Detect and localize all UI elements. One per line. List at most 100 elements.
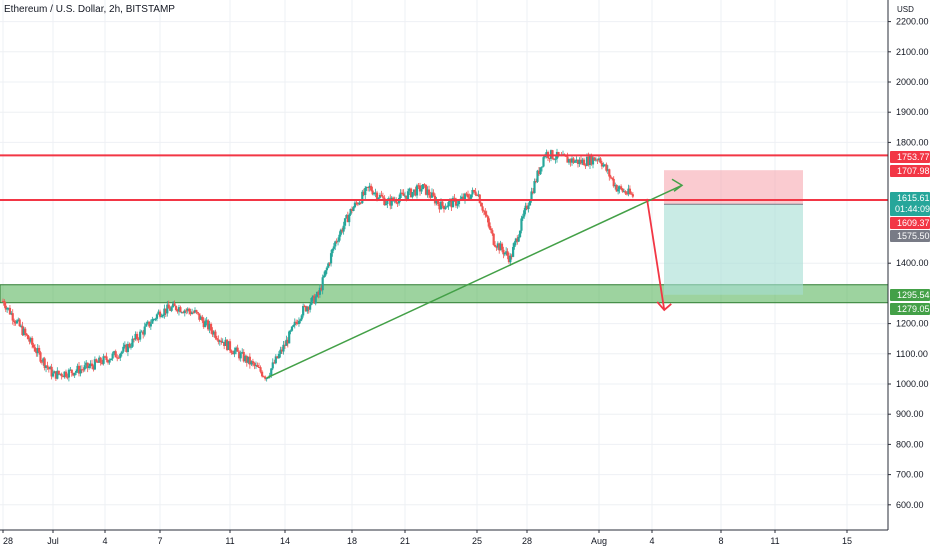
candle-body [43,358,46,368]
candle-body [280,349,284,352]
candle-body [126,343,130,353]
candle-body [111,353,114,359]
candle-body [120,351,123,354]
candle-body [262,376,265,378]
short-position-tool[interactable] [664,170,803,295]
candle-body [251,361,255,364]
candle-body [593,157,596,161]
candle-body [288,331,291,344]
candle-body [182,312,185,314]
candle-body [283,344,287,346]
candle-body [468,197,471,199]
candle-body [524,205,527,211]
candle-body [516,238,519,242]
candle-body [146,321,149,324]
candle-body [614,184,617,187]
candle-body [117,357,120,359]
candle-body [32,344,35,348]
candle-body [303,306,306,308]
candle-body [17,319,20,321]
y-tick-label: 2100.00 [896,47,929,57]
candle-body [512,247,515,257]
candle-body [463,193,467,200]
candle-body [145,323,148,327]
candle-body [475,194,479,196]
candle-body [485,214,488,217]
position-target-zone [664,204,803,295]
candle-body [594,159,598,161]
price-tag [890,151,930,163]
x-tick-label: 4 [649,536,654,546]
candle-body [90,363,94,367]
candle-body [375,192,379,200]
candle-body [415,185,419,196]
candle-body [417,185,420,187]
x-tick-label: 18 [347,536,357,546]
candle-body [421,184,425,190]
candle-body [135,333,139,339]
candle-body [540,166,544,168]
candle-body [18,319,21,327]
candle-body [484,211,487,215]
candle-body [4,305,7,310]
candle-body [265,378,268,380]
candle-body [370,185,373,191]
candle-body [285,339,288,346]
candle-body [259,367,262,372]
candle-body [143,326,146,335]
drawings[interactable] [0,154,888,379]
candle-body [14,321,17,324]
candle-body [358,202,361,205]
candle-body [346,215,349,223]
y-tick-label: 800.00 [896,439,924,449]
candle-body [152,318,155,320]
candle-body [554,158,557,160]
candle-body [615,184,618,192]
candle-body [113,351,116,354]
candle-body [412,189,416,193]
candle-body [491,230,494,234]
candle-body [399,192,402,198]
price-tag [890,165,930,177]
candle-body [487,216,490,223]
candle-body [189,311,192,315]
candle-body [166,304,169,314]
candle-body [584,165,587,167]
candle-body [28,339,31,342]
candle-body [106,359,110,363]
candle-body [316,291,319,297]
candle-body [264,376,267,379]
candle-body [238,351,241,359]
candle-body [218,340,221,342]
candle-body [38,347,41,353]
candle-body [228,341,232,351]
candle-body [271,362,274,369]
candle-body [600,162,604,167]
candle-body [148,321,151,327]
candle-body [627,188,630,195]
candle-body [161,314,165,317]
candle-body [576,159,580,164]
candle-body [233,350,236,355]
candle-body [588,155,592,166]
candle-body [21,325,24,335]
candle-body [129,346,133,348]
candle-body [460,196,464,199]
candle-body [72,372,75,376]
candle-body [198,313,201,320]
candle-body [368,185,371,188]
candle-body [438,204,441,210]
candle-body [31,338,34,345]
candle-body [204,321,207,328]
candle-body [164,308,167,314]
candle-body [499,243,502,251]
candle-body [257,366,261,368]
candle-body [244,356,247,362]
candle-body [350,208,354,211]
x-tick-label: 7 [157,536,162,546]
candle-body [335,241,338,243]
candle-body [427,189,431,196]
x-tick-label: 4 [102,536,107,546]
x-tick-label: 15 [842,536,852,546]
